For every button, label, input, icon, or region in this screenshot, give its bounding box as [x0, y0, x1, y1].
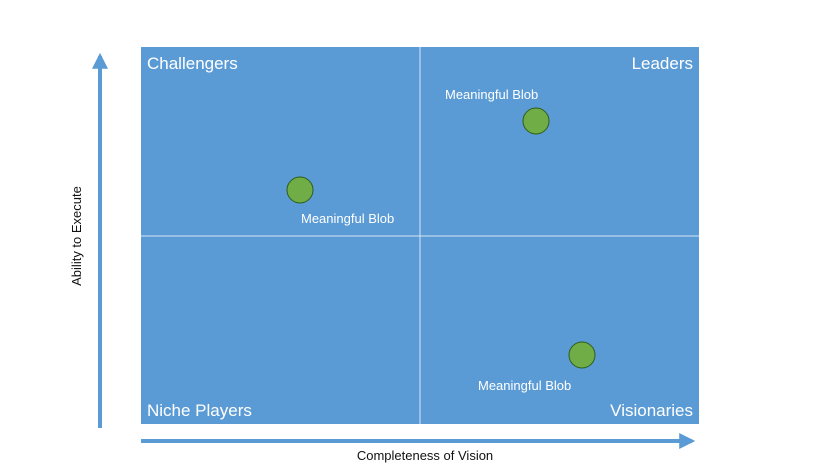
x-axis-label: Completeness of Vision: [357, 448, 493, 463]
quadrant-label-visionaries: Visionaries: [610, 401, 693, 420]
quadrant-label-challengers: Challengers: [147, 54, 238, 73]
blob-marker: [286, 176, 314, 204]
quadrant-label-niche-players: Niche Players: [147, 401, 252, 420]
blob-label: Meaningful Blob: [445, 87, 538, 102]
quadrant-label-leaders: Leaders: [632, 54, 693, 73]
blob-marker: [568, 341, 596, 369]
blob-marker: [522, 107, 550, 135]
blob-label: Meaningful Blob: [478, 378, 571, 393]
y-axis-label: Ability to Execute: [69, 186, 84, 286]
blob-label: Meaningful Blob: [301, 211, 394, 226]
